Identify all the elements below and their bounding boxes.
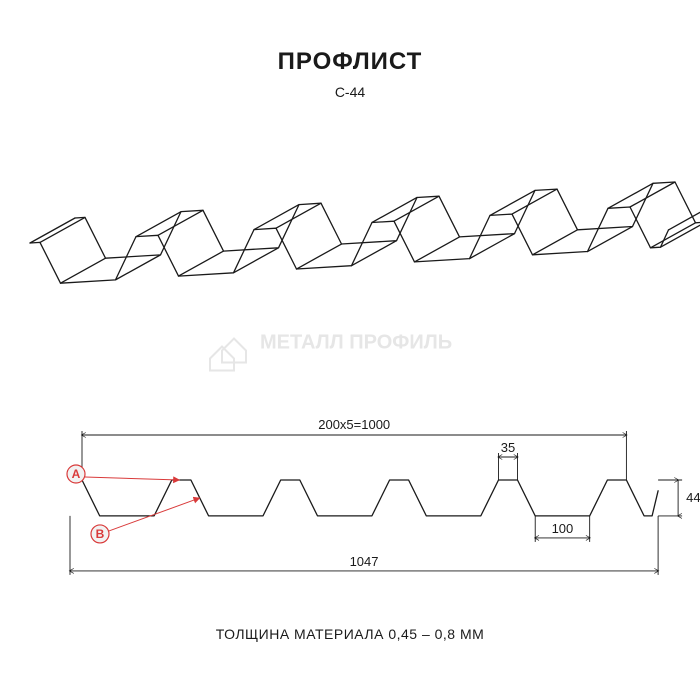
- iso-front-edge: [30, 207, 669, 283]
- iso-back-edge: [75, 182, 700, 258]
- isometric-profile: [0, 165, 700, 315]
- dim-height: 44: [686, 490, 700, 505]
- page-subtitle: С-44: [0, 84, 700, 100]
- watermark: МЕТАЛЛ ПРОФИЛЬ: [200, 313, 500, 388]
- dim-bottom-gap: 100: [552, 521, 574, 536]
- dim-bottom-overall: 1047: [350, 554, 379, 569]
- marker-b-label: B: [96, 527, 105, 541]
- profile-outline: [70, 480, 658, 516]
- thickness-label: ТОЛЩИНА МАТЕРИАЛА 0,45 – 0,8 ММ: [0, 626, 700, 642]
- cross-section-drawing: A B 200x5=1000 35 100 1047 44: [0, 395, 700, 595]
- page-title: ПРОФЛИСТ: [0, 48, 700, 76]
- dim-top-overall: 200x5=1000: [318, 417, 390, 432]
- dim-top-flat: 35: [501, 440, 515, 455]
- marker-a-label: A: [72, 467, 81, 481]
- watermark-text: МЕТАЛЛ ПРОФИЛЬ: [260, 332, 452, 354]
